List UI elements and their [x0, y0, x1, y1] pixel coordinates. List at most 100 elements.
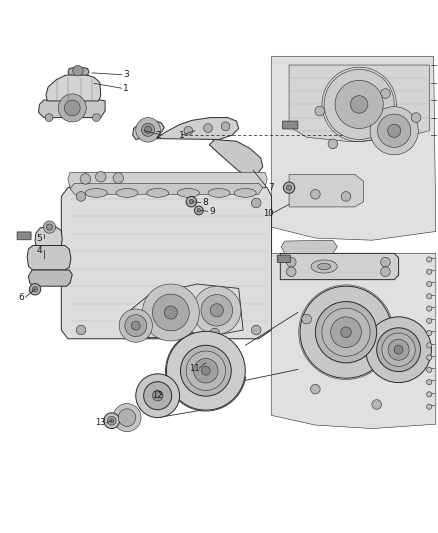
Polygon shape: [155, 118, 239, 140]
FancyBboxPatch shape: [277, 255, 290, 263]
Circle shape: [92, 114, 100, 122]
Circle shape: [197, 209, 201, 212]
Polygon shape: [133, 121, 164, 140]
Circle shape: [300, 286, 392, 378]
Circle shape: [210, 304, 223, 317]
Circle shape: [210, 328, 219, 338]
Circle shape: [107, 416, 116, 425]
Circle shape: [315, 106, 325, 116]
Circle shape: [388, 124, 401, 138]
Circle shape: [145, 126, 152, 133]
Circle shape: [341, 191, 351, 201]
Text: 4: 4: [37, 246, 42, 255]
Text: 13: 13: [95, 418, 106, 427]
Circle shape: [186, 351, 226, 391]
Circle shape: [76, 191, 86, 201]
Circle shape: [372, 400, 381, 409]
Circle shape: [152, 391, 163, 401]
Circle shape: [311, 384, 320, 394]
Circle shape: [119, 309, 152, 342]
Text: 1: 1: [179, 131, 185, 140]
Circle shape: [427, 269, 432, 274]
Circle shape: [388, 339, 409, 360]
Circle shape: [378, 114, 411, 147]
Circle shape: [144, 382, 172, 410]
Circle shape: [194, 206, 203, 215]
Circle shape: [136, 118, 160, 142]
Polygon shape: [61, 188, 272, 339]
Polygon shape: [28, 270, 72, 286]
Circle shape: [328, 139, 338, 149]
Circle shape: [381, 257, 390, 267]
FancyBboxPatch shape: [283, 121, 298, 129]
Circle shape: [366, 317, 431, 383]
Circle shape: [311, 189, 320, 199]
Circle shape: [315, 302, 377, 363]
Circle shape: [370, 107, 418, 155]
Circle shape: [125, 314, 147, 336]
Circle shape: [32, 287, 38, 292]
Polygon shape: [46, 74, 101, 101]
Ellipse shape: [318, 263, 331, 270]
Polygon shape: [68, 172, 267, 188]
Circle shape: [251, 198, 261, 208]
Circle shape: [427, 392, 432, 397]
Circle shape: [110, 419, 113, 423]
Polygon shape: [70, 183, 263, 194]
Circle shape: [427, 318, 432, 324]
Circle shape: [302, 314, 311, 324]
Circle shape: [141, 123, 155, 136]
Polygon shape: [272, 253, 436, 429]
Circle shape: [104, 413, 120, 429]
Text: 1: 1: [123, 84, 129, 93]
FancyBboxPatch shape: [17, 232, 31, 240]
Circle shape: [58, 94, 86, 122]
Polygon shape: [209, 140, 263, 175]
Circle shape: [322, 308, 370, 356]
Text: 7: 7: [268, 183, 274, 192]
Text: 2: 2: [155, 131, 160, 140]
Circle shape: [381, 267, 390, 277]
Polygon shape: [281, 240, 337, 253]
Text: 8: 8: [202, 198, 208, 207]
Circle shape: [324, 69, 394, 140]
Circle shape: [201, 295, 233, 326]
Polygon shape: [39, 99, 105, 118]
Circle shape: [194, 359, 218, 383]
Circle shape: [46, 224, 53, 230]
Circle shape: [64, 100, 80, 116]
Polygon shape: [35, 226, 62, 246]
Circle shape: [427, 257, 432, 262]
Circle shape: [186, 197, 197, 207]
Ellipse shape: [208, 189, 230, 197]
Text: 10: 10: [263, 208, 273, 217]
Ellipse shape: [234, 189, 256, 197]
Circle shape: [427, 306, 432, 311]
Circle shape: [377, 328, 420, 372]
Ellipse shape: [311, 260, 337, 273]
Polygon shape: [272, 56, 436, 240]
Circle shape: [286, 257, 296, 267]
Circle shape: [152, 294, 189, 331]
Circle shape: [427, 379, 432, 385]
Circle shape: [142, 284, 199, 341]
Circle shape: [427, 330, 432, 336]
Ellipse shape: [116, 189, 138, 197]
Circle shape: [427, 367, 432, 373]
Circle shape: [335, 80, 383, 128]
Polygon shape: [289, 174, 364, 207]
Circle shape: [189, 199, 194, 204]
Polygon shape: [27, 246, 71, 270]
Text: 9: 9: [209, 207, 215, 216]
Circle shape: [427, 294, 432, 299]
Polygon shape: [289, 65, 429, 142]
Circle shape: [341, 327, 351, 337]
Circle shape: [162, 329, 171, 339]
Circle shape: [382, 333, 415, 366]
Circle shape: [95, 172, 106, 182]
Ellipse shape: [147, 189, 169, 197]
Circle shape: [166, 332, 245, 410]
Circle shape: [286, 185, 292, 190]
Text: 11: 11: [189, 364, 199, 373]
Circle shape: [118, 409, 136, 426]
